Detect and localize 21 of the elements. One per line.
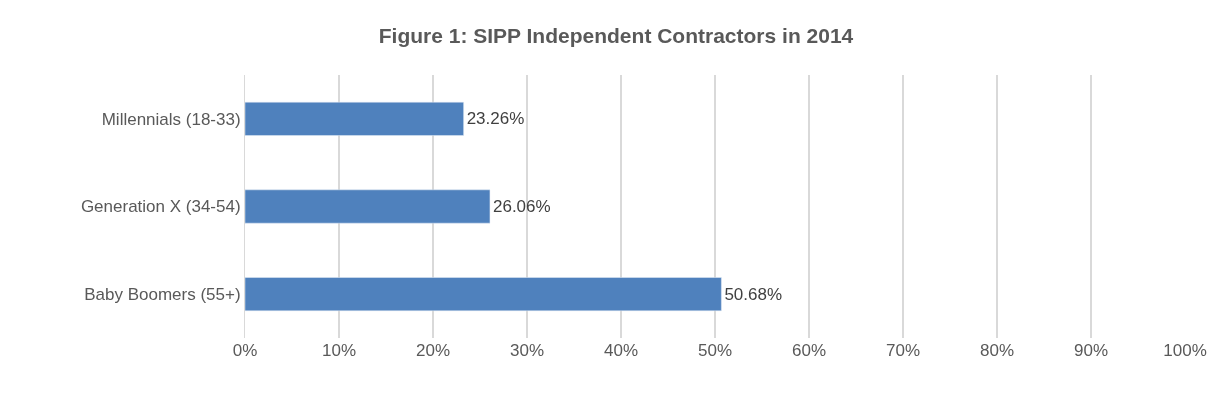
- x-tick-label: 30%: [509, 341, 545, 360]
- x-tick-label: 10%: [321, 341, 357, 360]
- data-label: 50.68%: [724, 284, 783, 304]
- x-tick-label: 60%: [791, 341, 827, 360]
- y-tick-label: Generation X (34-54): [80, 197, 241, 217]
- x-tick-label: 80%: [979, 341, 1015, 360]
- x-tick-label: 100%: [1163, 341, 1207, 360]
- x-tick-label: 40%: [603, 341, 639, 360]
- bar: [245, 101, 464, 136]
- x-tick-label: 20%: [415, 341, 451, 360]
- chart-title: Figure 1: SIPP Independent Contractors in 2014: [378, 23, 854, 47]
- x-tick-label: 0%: [232, 341, 258, 360]
- x-tick-label: 90%: [1073, 341, 1109, 360]
- x-tick-label: 50%: [697, 341, 733, 360]
- bar: [245, 189, 491, 224]
- bar: [245, 277, 722, 312]
- y-tick-label: Baby Boomers (55+): [84, 285, 241, 305]
- x-tick-label: 70%: [885, 341, 921, 360]
- data-label: 23.26%: [466, 109, 525, 129]
- y-tick-label: Millennials (18-33): [101, 109, 241, 129]
- data-label: 26.06%: [492, 197, 551, 216]
